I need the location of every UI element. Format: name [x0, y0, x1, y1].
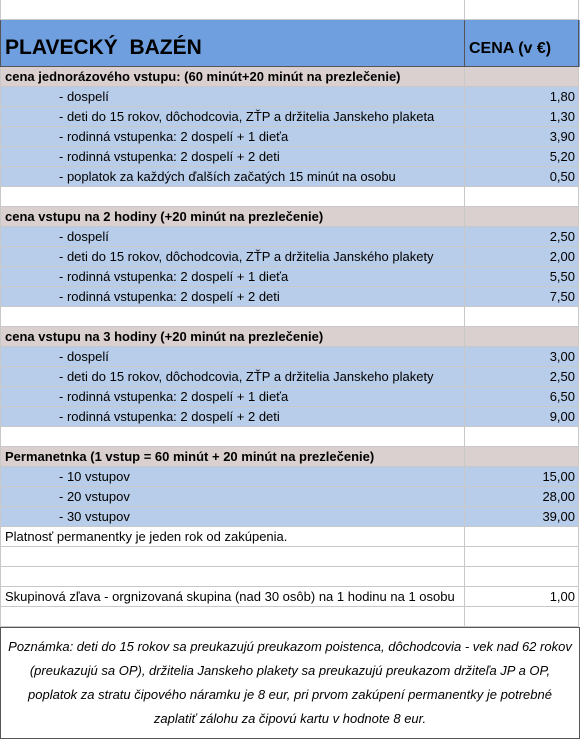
price-cell: [465, 327, 579, 347]
price-cell: [465, 207, 579, 227]
row: [0, 567, 580, 587]
label-cell: - deti do 15 rokov, dôchodcovia, ZŤP a d…: [0, 107, 465, 127]
row: - deti do 15 rokov, dôchodcovia, ZŤP a d…: [0, 367, 580, 387]
row: - rodinná vstupenka: 2 dospelí + 2 deti 9…: [0, 407, 580, 427]
price-cell: 2,50: [465, 227, 579, 247]
row: [0, 427, 580, 447]
row: - rodinná vstupenka: 2 dospelí + 1 dieťa…: [0, 127, 580, 147]
row: - deti do 15 rokov, dôchodcovia, ZŤP a d…: [0, 107, 580, 127]
label-cell: - rodinná vstupenka: 2 dospelí + 1 dieťa: [0, 387, 465, 407]
label-cell: [0, 307, 465, 327]
label-cell: - rodinná vstupenka: 2 dospelí + 1 dieťa: [0, 267, 465, 287]
label-cell: [0, 427, 465, 447]
price-cell: 15,00: [465, 467, 579, 487]
row: cena vstupu na 2 hodiny (+20 minút na pr…: [0, 207, 580, 227]
label-cell: - 10 vstupov: [0, 467, 465, 487]
row: - dospelí 2,50: [0, 227, 580, 247]
price-cell: 39,00: [465, 507, 579, 527]
row: - rodinná vstupenka: 2 dospelí + 2 deti 7…: [0, 287, 580, 307]
label-cell: - dospelí: [0, 347, 465, 367]
row: Platnosť permanentky je jeden rok od zak…: [0, 527, 580, 547]
price-cell: [465, 567, 579, 587]
label-cell: [0, 0, 465, 20]
label-cell: cena vstupu na 2 hodiny (+20 minút na pr…: [0, 207, 465, 227]
price-cell: 3,00: [465, 347, 579, 367]
label-cell: - deti do 15 rokov, dôchodcovia, ZŤP a d…: [0, 367, 465, 387]
label-cell: - rodinná vstupenka: 2 dospelí + 2 deti: [0, 287, 465, 307]
row: [0, 307, 580, 327]
label-cell: cena vstupu na 3 hodiny (+20 minút na pr…: [0, 327, 465, 347]
row: [0, 607, 580, 627]
row: - dospelí 3,00: [0, 347, 580, 367]
price-cell: [465, 607, 579, 627]
price-cell: 7,50: [465, 287, 579, 307]
price-cell: 1,00: [465, 587, 579, 607]
row: cena vstupu na 3 hodiny (+20 minút na pr…: [0, 327, 580, 347]
row: - 10 vstupov 15,00: [0, 467, 580, 487]
price-cell: 5,50: [465, 267, 579, 287]
label-cell: Skupinová zľava - orgnizovaná skupina (n…: [0, 587, 465, 607]
row: - poplatok za každých ďalších začatých 1…: [0, 167, 580, 187]
row: - deti do 15 rokov, dôchodcovia, ZŤP a d…: [0, 247, 580, 267]
label-cell: PLAVECKÝ BAZÉN: [0, 20, 465, 67]
row: - 20 vstupov 28,00: [0, 487, 580, 507]
label-cell: - 30 vstupov: [0, 507, 465, 527]
price-cell: [465, 187, 579, 207]
note: Poznámka: deti do 15 rokov sa preukazujú…: [0, 627, 580, 739]
label-cell: [0, 607, 465, 627]
price-cell: 6,50: [465, 387, 579, 407]
price-cell: 5,20: [465, 147, 579, 167]
label-cell: - dospelí: [0, 227, 465, 247]
label-cell: Platnosť permanentky je jeden rok od zak…: [0, 527, 465, 547]
row: Permanetnka (1 vstup = 60 minút + 20 min…: [0, 447, 580, 467]
price-cell: [465, 67, 579, 87]
row: PLAVECKÝ BAZÉN CENA (v €): [0, 20, 580, 67]
price-cell: 1,30: [465, 107, 579, 127]
row: [0, 547, 580, 567]
label-cell: - rodinná vstupenka: 2 dospelí + 2 deti: [0, 147, 465, 167]
label-cell: [0, 547, 465, 567]
row: [0, 0, 580, 20]
price-cell: [465, 427, 579, 447]
price-cell: 1,80: [465, 87, 579, 107]
price-cell: [465, 527, 579, 547]
price-cell: 2,50: [465, 367, 579, 387]
price-cell: 2,00: [465, 247, 579, 267]
row: - rodinná vstupenka: 2 dospelí + 1 dieťa…: [0, 387, 580, 407]
price-cell: 3,90: [465, 127, 579, 147]
label-cell: cena jednorázového vstupu: (60 minút+20 …: [0, 67, 465, 87]
row: - dospelí 1,80: [0, 87, 580, 107]
price-cell: [465, 307, 579, 327]
price-cell: [465, 547, 579, 567]
price-cell: CENA (v €): [465, 20, 579, 67]
label-cell: [0, 187, 465, 207]
row: Skupinová zľava - orgnizovaná skupina (n…: [0, 587, 580, 607]
label-cell: - dospelí: [0, 87, 465, 107]
row: - 30 vstupov 39,00: [0, 507, 580, 527]
label-cell: - rodinná vstupenka: 2 dospelí + 2 deti: [0, 407, 465, 427]
label-cell: [0, 567, 465, 587]
row: - rodinná vstupenka: 2 dospelí + 1 dieťa…: [0, 267, 580, 287]
label-cell: - poplatok za každých ďalších začatých 1…: [0, 167, 465, 187]
label-cell: - rodinná vstupenka: 2 dospelí + 1 dieťa: [0, 127, 465, 147]
price-cell: [465, 0, 579, 20]
row: [0, 187, 580, 207]
row: - rodinná vstupenka: 2 dospelí + 2 deti 5…: [0, 147, 580, 167]
row: cena jednorázového vstupu: (60 minút+20 …: [0, 67, 580, 87]
price-cell: 0,50: [465, 167, 579, 187]
label-cell: - deti do 15 rokov, dôchodcovia, ZŤP a d…: [0, 247, 465, 267]
label-cell: Permanetnka (1 vstup = 60 minút + 20 min…: [0, 447, 465, 467]
price-cell: [465, 447, 579, 467]
label-cell: - 20 vstupov: [0, 487, 465, 507]
price-cell: 28,00: [465, 487, 579, 507]
price-cell: 9,00: [465, 407, 579, 427]
